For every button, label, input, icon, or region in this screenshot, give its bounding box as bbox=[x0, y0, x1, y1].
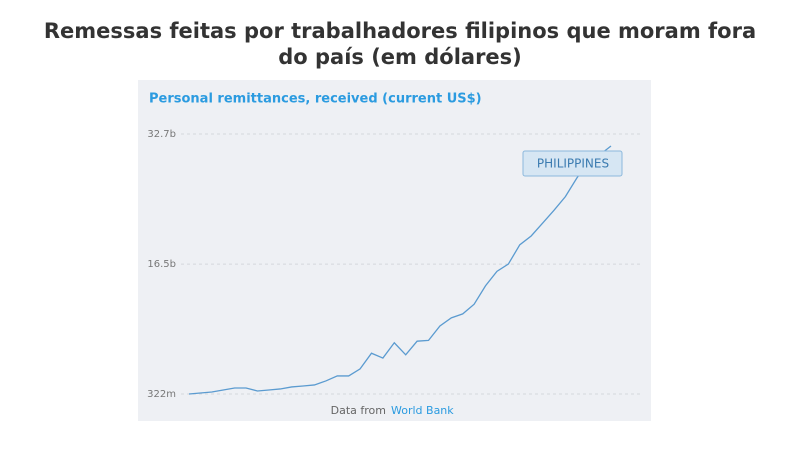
y-tick-label: 32.7b bbox=[147, 129, 176, 140]
legend-box bbox=[522, 150, 623, 177]
source-prefix: Data from bbox=[331, 404, 386, 417]
y-tick-label: 16.5b bbox=[147, 259, 176, 270]
chart-panel bbox=[138, 80, 651, 421]
source-link[interactable]: World Bank bbox=[391, 404, 454, 417]
chart-title: do país (em dólares) bbox=[278, 45, 522, 69]
legend-label: PHILIPPINES bbox=[537, 157, 609, 171]
line bbox=[188, 145, 612, 395]
y-tick-label: 322m bbox=[147, 389, 176, 400]
chart-subtitle: Personal remittances, received (current … bbox=[149, 92, 482, 107]
chart-title: Remessas feitas por trabalhadores filipi… bbox=[44, 19, 756, 43]
